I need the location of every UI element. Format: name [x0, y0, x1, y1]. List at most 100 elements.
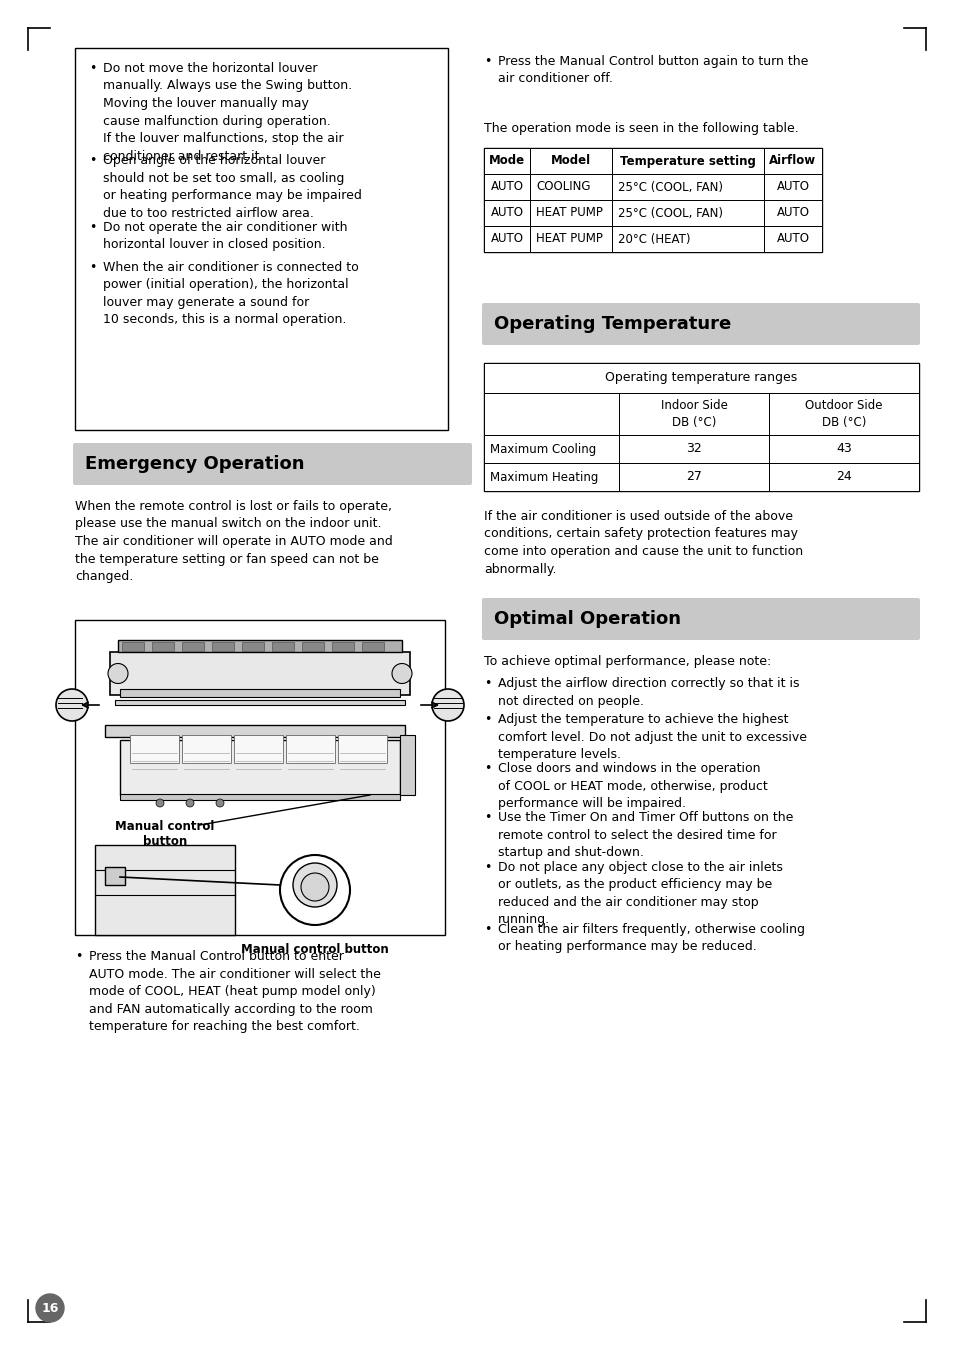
Bar [120, 740, 399, 795]
Text: When the air conditioner is connected to
power (initial operation), the horizont: When the air conditioner is connected to… [103, 261, 358, 327]
Bar [483, 148, 530, 174]
Bar [763, 200, 821, 225]
Circle shape [301, 873, 329, 900]
Circle shape [186, 799, 193, 807]
Bar [182, 643, 204, 651]
Text: Clean the air filters frequently, otherwise cooling
or heating performance may b: Clean the air filters frequently, otherw… [497, 923, 804, 953]
Bar [105, 725, 405, 737]
Bar [768, 463, 918, 491]
Text: Adjust the temperature to achieve the highest
comfort level. Do not adjust the u: Adjust the temperature to achieve the hi… [497, 713, 806, 761]
Text: •: • [483, 763, 491, 775]
Bar [95, 845, 234, 936]
Text: Open angle of the horizontal louver
should not be set too small, as cooling
or h: Open angle of the horizontal louver shou… [103, 154, 361, 220]
Bar [612, 174, 763, 200]
Bar [612, 200, 763, 225]
Text: •: • [75, 950, 82, 963]
Bar [130, 734, 179, 763]
Text: 25°C (COOL, FAN): 25°C (COOL, FAN) [618, 181, 722, 193]
Text: •: • [89, 261, 96, 274]
Circle shape [293, 863, 336, 907]
FancyBboxPatch shape [73, 443, 472, 485]
Text: Model: Model [551, 154, 591, 167]
Bar [530, 148, 612, 174]
Bar [618, 435, 768, 463]
Text: Do not place any object close to the air inlets
or outlets, as the product effic: Do not place any object close to the air… [497, 860, 782, 926]
Text: Maximum Cooling: Maximum Cooling [490, 443, 596, 455]
Text: AUTO: AUTO [490, 181, 523, 193]
Bar [618, 393, 768, 435]
Bar [75, 620, 444, 936]
Bar [302, 643, 324, 651]
Bar [110, 652, 410, 695]
Text: •: • [483, 923, 491, 936]
Text: The operation mode is seen in the following table.: The operation mode is seen in the follow… [483, 122, 798, 135]
Bar [618, 463, 768, 491]
Bar [612, 148, 763, 174]
Bar [75, 49, 448, 431]
Text: Optimal Operation: Optimal Operation [494, 610, 680, 628]
Text: To achieve optimal performance, please note:: To achieve optimal performance, please n… [483, 655, 770, 668]
Bar [763, 225, 821, 252]
Bar [242, 643, 264, 651]
Bar [483, 148, 821, 252]
Bar [483, 463, 618, 491]
Text: COOLING: COOLING [536, 181, 590, 193]
Bar [483, 435, 618, 463]
Bar [768, 393, 918, 435]
Text: •: • [483, 713, 491, 726]
Bar [768, 435, 918, 463]
Circle shape [215, 799, 224, 807]
Text: Adjust the airflow direction correctly so that it is
not directed on people.: Adjust the airflow direction correctly s… [497, 676, 799, 707]
Text: •: • [89, 62, 96, 76]
Bar [483, 363, 918, 393]
Circle shape [432, 688, 463, 721]
Bar [337, 734, 387, 763]
Bar [182, 734, 231, 763]
Text: Manual control button: Manual control button [241, 944, 389, 956]
Text: Operating temperature ranges: Operating temperature ranges [605, 371, 797, 385]
Text: AUTO: AUTO [490, 207, 523, 220]
Bar [399, 734, 415, 795]
Text: Mode: Mode [489, 154, 524, 167]
Text: HEAT PUMP: HEAT PUMP [536, 207, 602, 220]
Bar [120, 794, 399, 801]
Bar [118, 640, 401, 652]
Bar [530, 225, 612, 252]
Text: AUTO: AUTO [776, 232, 809, 246]
Circle shape [36, 1295, 64, 1322]
Text: 32: 32 [685, 443, 701, 455]
Bar [361, 643, 384, 651]
Bar [612, 225, 763, 252]
Circle shape [56, 688, 88, 721]
Bar [530, 200, 612, 225]
Bar [483, 363, 918, 491]
Bar [763, 148, 821, 174]
Circle shape [156, 799, 164, 807]
Circle shape [392, 663, 412, 683]
Text: •: • [483, 55, 491, 68]
Text: •: • [89, 154, 96, 167]
Text: Indoor Side
DB (°C): Indoor Side DB (°C) [659, 400, 727, 429]
Bar [105, 867, 125, 886]
Text: Press the Manual Control button again to turn the
air conditioner off.: Press the Manual Control button again to… [497, 55, 807, 85]
Text: AUTO: AUTO [776, 207, 809, 220]
Text: Do not operate the air conditioner with
horizontal louver in closed position.: Do not operate the air conditioner with … [103, 220, 347, 251]
Circle shape [280, 855, 350, 925]
Text: Use the Timer On and Timer Off buttons on the
remote control to select the desir: Use the Timer On and Timer Off buttons o… [497, 811, 793, 860]
Text: 20°C (HEAT): 20°C (HEAT) [618, 232, 690, 246]
Text: Emergency Operation: Emergency Operation [85, 455, 304, 472]
Text: Temperature setting: Temperature setting [619, 154, 755, 167]
Text: 25°C (COOL, FAN): 25°C (COOL, FAN) [618, 207, 722, 220]
Bar [483, 393, 618, 435]
Circle shape [108, 663, 128, 683]
Text: Close doors and windows in the operation
of COOL or HEAT mode, otherwise, produc: Close doors and windows in the operation… [497, 763, 767, 810]
FancyBboxPatch shape [481, 302, 919, 346]
Text: AUTO: AUTO [490, 232, 523, 246]
Text: 27: 27 [685, 471, 701, 483]
Bar [115, 701, 405, 705]
Text: Operating Temperature: Operating Temperature [494, 315, 731, 333]
Text: •: • [483, 811, 491, 825]
Text: •: • [483, 860, 491, 873]
Bar [233, 734, 283, 763]
Text: Airflow: Airflow [769, 154, 816, 167]
